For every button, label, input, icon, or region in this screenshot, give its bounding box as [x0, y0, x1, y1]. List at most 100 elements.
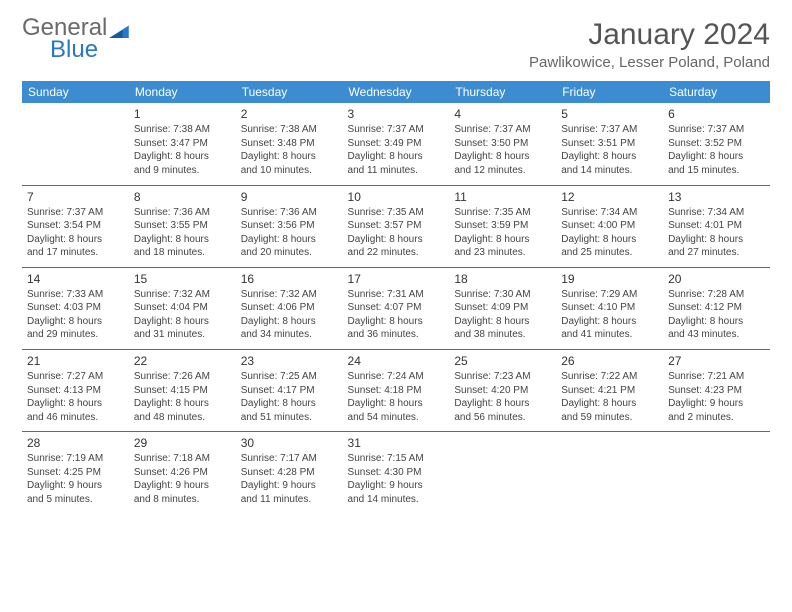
daylight-text-1: Daylight: 8 hours: [241, 233, 338, 247]
sunrise-text: Sunrise: 7:37 AM: [348, 123, 445, 137]
daylight-text-2: and 34 minutes.: [241, 328, 338, 342]
sunset-text: Sunset: 4:13 PM: [27, 384, 124, 398]
calendar-cell: 3Sunrise: 7:37 AMSunset: 3:49 PMDaylight…: [343, 103, 450, 185]
daylight-text-1: Daylight: 8 hours: [134, 397, 231, 411]
sunrise-text: Sunrise: 7:30 AM: [454, 288, 551, 302]
sunset-text: Sunset: 4:26 PM: [134, 466, 231, 480]
sunrise-text: Sunrise: 7:27 AM: [27, 370, 124, 384]
calendar-cell: 18Sunrise: 7:30 AMSunset: 4:09 PMDayligh…: [449, 267, 556, 349]
daylight-text-1: Daylight: 8 hours: [27, 315, 124, 329]
daylight-text-2: and 14 minutes.: [348, 493, 445, 507]
daylight-text-2: and 56 minutes.: [454, 411, 551, 425]
daylight-text-1: Daylight: 9 hours: [348, 479, 445, 493]
sunset-text: Sunset: 4:17 PM: [241, 384, 338, 398]
daylight-text-2: and 29 minutes.: [27, 328, 124, 342]
day-number: 23: [241, 353, 338, 369]
sunset-text: Sunset: 4:10 PM: [561, 301, 658, 315]
day-number: 25: [454, 353, 551, 369]
daylight-text-1: Daylight: 9 hours: [27, 479, 124, 493]
calendar-cell: 22Sunrise: 7:26 AMSunset: 4:15 PMDayligh…: [129, 349, 236, 431]
daylight-text-1: Daylight: 8 hours: [348, 315, 445, 329]
calendar-cell: 15Sunrise: 7:32 AMSunset: 4:04 PMDayligh…: [129, 267, 236, 349]
daylight-text-1: Daylight: 8 hours: [241, 397, 338, 411]
daylight-text-2: and 5 minutes.: [27, 493, 124, 507]
sunrise-text: Sunrise: 7:37 AM: [27, 206, 124, 220]
sunrise-text: Sunrise: 7:31 AM: [348, 288, 445, 302]
calendar-week-row: 1Sunrise: 7:38 AMSunset: 3:47 PMDaylight…: [22, 103, 770, 185]
sunrise-text: Sunrise: 7:33 AM: [27, 288, 124, 302]
day-number: 7: [27, 189, 124, 205]
daylight-text-2: and 2 minutes.: [668, 411, 765, 425]
daylight-text-1: Daylight: 8 hours: [561, 233, 658, 247]
daylight-text-2: and 10 minutes.: [241, 164, 338, 178]
calendar-cell: 17Sunrise: 7:31 AMSunset: 4:07 PMDayligh…: [343, 267, 450, 349]
daylight-text-1: Daylight: 8 hours: [134, 150, 231, 164]
calendar-cell: 30Sunrise: 7:17 AMSunset: 4:28 PMDayligh…: [236, 432, 343, 514]
sunset-text: Sunset: 4:01 PM: [668, 219, 765, 233]
sunrise-text: Sunrise: 7:37 AM: [454, 123, 551, 137]
daylight-text-2: and 46 minutes.: [27, 411, 124, 425]
calendar-cell: 6Sunrise: 7:37 AMSunset: 3:52 PMDaylight…: [663, 103, 770, 185]
sunset-text: Sunset: 3:48 PM: [241, 137, 338, 151]
day-number: 10: [348, 189, 445, 205]
calendar-cell: 4Sunrise: 7:37 AMSunset: 3:50 PMDaylight…: [449, 103, 556, 185]
day-number: 15: [134, 271, 231, 287]
daylight-text-1: Daylight: 8 hours: [134, 315, 231, 329]
calendar-cell: 2Sunrise: 7:38 AMSunset: 3:48 PMDaylight…: [236, 103, 343, 185]
sunrise-text: Sunrise: 7:36 AM: [241, 206, 338, 220]
sunset-text: Sunset: 3:47 PM: [134, 137, 231, 151]
daylight-text-1: Daylight: 8 hours: [668, 150, 765, 164]
sunset-text: Sunset: 4:28 PM: [241, 466, 338, 480]
calendar-cell: 1Sunrise: 7:38 AMSunset: 3:47 PMDaylight…: [129, 103, 236, 185]
calendar-table: SundayMondayTuesdayWednesdayThursdayFrid…: [22, 81, 770, 514]
sunset-text: Sunset: 4:09 PM: [454, 301, 551, 315]
day-number: 14: [27, 271, 124, 287]
sunrise-text: Sunrise: 7:38 AM: [134, 123, 231, 137]
sunset-text: Sunset: 4:30 PM: [348, 466, 445, 480]
calendar-cell: 21Sunrise: 7:27 AMSunset: 4:13 PMDayligh…: [22, 349, 129, 431]
sunrise-text: Sunrise: 7:32 AM: [134, 288, 231, 302]
calendar-cell: 31Sunrise: 7:15 AMSunset: 4:30 PMDayligh…: [343, 432, 450, 514]
day-number: 20: [668, 271, 765, 287]
sunrise-text: Sunrise: 7:22 AM: [561, 370, 658, 384]
daylight-text-1: Daylight: 9 hours: [134, 479, 231, 493]
daylight-text-1: Daylight: 8 hours: [454, 315, 551, 329]
day-number: 19: [561, 271, 658, 287]
sunset-text: Sunset: 4:12 PM: [668, 301, 765, 315]
calendar-cell: 9Sunrise: 7:36 AMSunset: 3:56 PMDaylight…: [236, 185, 343, 267]
calendar-header-row: SundayMondayTuesdayWednesdayThursdayFrid…: [22, 81, 770, 103]
day-number: 21: [27, 353, 124, 369]
daylight-text-2: and 48 minutes.: [134, 411, 231, 425]
header: GeneralBlue January 2024 Pawlikowice, Le…: [22, 18, 770, 71]
daylight-text-2: and 27 minutes.: [668, 246, 765, 260]
calendar-week-row: 14Sunrise: 7:33 AMSunset: 4:03 PMDayligh…: [22, 267, 770, 349]
daylight-text-2: and 41 minutes.: [561, 328, 658, 342]
sunset-text: Sunset: 3:50 PM: [454, 137, 551, 151]
calendar-cell: 11Sunrise: 7:35 AMSunset: 3:59 PMDayligh…: [449, 185, 556, 267]
daylight-text-1: Daylight: 8 hours: [241, 150, 338, 164]
calendar-week-row: 28Sunrise: 7:19 AMSunset: 4:25 PMDayligh…: [22, 432, 770, 514]
day-number: 24: [348, 353, 445, 369]
weekday-header: Tuesday: [236, 81, 343, 103]
daylight-text-1: Daylight: 8 hours: [348, 150, 445, 164]
sunset-text: Sunset: 4:04 PM: [134, 301, 231, 315]
daylight-text-2: and 22 minutes.: [348, 246, 445, 260]
day-number: 22: [134, 353, 231, 369]
weekday-header: Friday: [556, 81, 663, 103]
day-number: 1: [134, 106, 231, 122]
sunrise-text: Sunrise: 7:29 AM: [561, 288, 658, 302]
daylight-text-2: and 31 minutes.: [134, 328, 231, 342]
day-number: 3: [348, 106, 445, 122]
daylight-text-1: Daylight: 8 hours: [27, 397, 124, 411]
weekday-header: Thursday: [449, 81, 556, 103]
day-number: 17: [348, 271, 445, 287]
daylight-text-2: and 43 minutes.: [668, 328, 765, 342]
calendar-cell: 12Sunrise: 7:34 AMSunset: 4:00 PMDayligh…: [556, 185, 663, 267]
calendar-cell: 10Sunrise: 7:35 AMSunset: 3:57 PMDayligh…: [343, 185, 450, 267]
day-number: 2: [241, 106, 338, 122]
calendar-cell: 14Sunrise: 7:33 AMSunset: 4:03 PMDayligh…: [22, 267, 129, 349]
calendar-cell-empty: [663, 432, 770, 514]
daylight-text-1: Daylight: 8 hours: [668, 233, 765, 247]
brand-triangle-icon: [109, 22, 129, 38]
sunrise-text: Sunrise: 7:17 AM: [241, 452, 338, 466]
